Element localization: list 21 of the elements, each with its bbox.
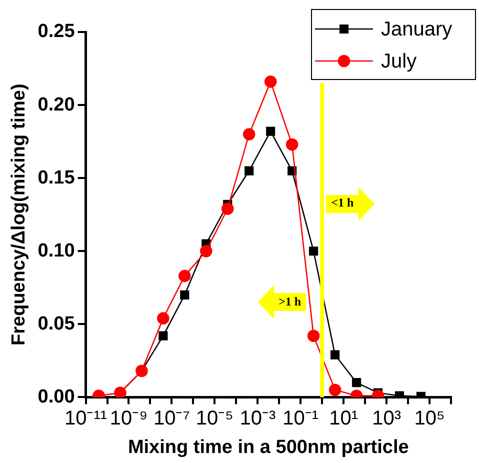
annotation: >1 h xyxy=(278,294,302,308)
x-tick-label: 10⁻⁷ xyxy=(153,408,190,430)
x-tick-label: 10⁻⁹ xyxy=(110,408,148,430)
x-tick-label: 10⁻⁵ xyxy=(196,408,234,430)
y-tick-label: 0.20 xyxy=(38,94,75,116)
legend-label: July xyxy=(381,50,417,73)
y-axis-title: Frequency/Δlog(mixing time) xyxy=(8,84,30,346)
y-tick-label: 0.10 xyxy=(38,240,75,262)
x-tick-label: 10⁻¹¹ xyxy=(64,408,108,430)
legend-label: January xyxy=(381,18,452,41)
x-axis-title: Mixing time in a 500nm particle xyxy=(128,436,409,458)
x-tick-label: 10³ xyxy=(372,408,402,430)
x-tick-label: 10⁻¹ xyxy=(282,408,319,430)
y-tick-label: 0.05 xyxy=(38,313,76,334)
y-tick-label: 0.00 xyxy=(38,386,75,408)
annotation: <1 h xyxy=(331,196,354,210)
x-tick-label: 10⁵ xyxy=(414,408,445,430)
x-tick-label: 10⁻³ xyxy=(240,408,276,430)
y-tick-label: 0.15 xyxy=(38,167,76,188)
x-tick-label: 10¹ xyxy=(329,408,358,430)
y-tick-label: 0.25 xyxy=(38,21,76,42)
